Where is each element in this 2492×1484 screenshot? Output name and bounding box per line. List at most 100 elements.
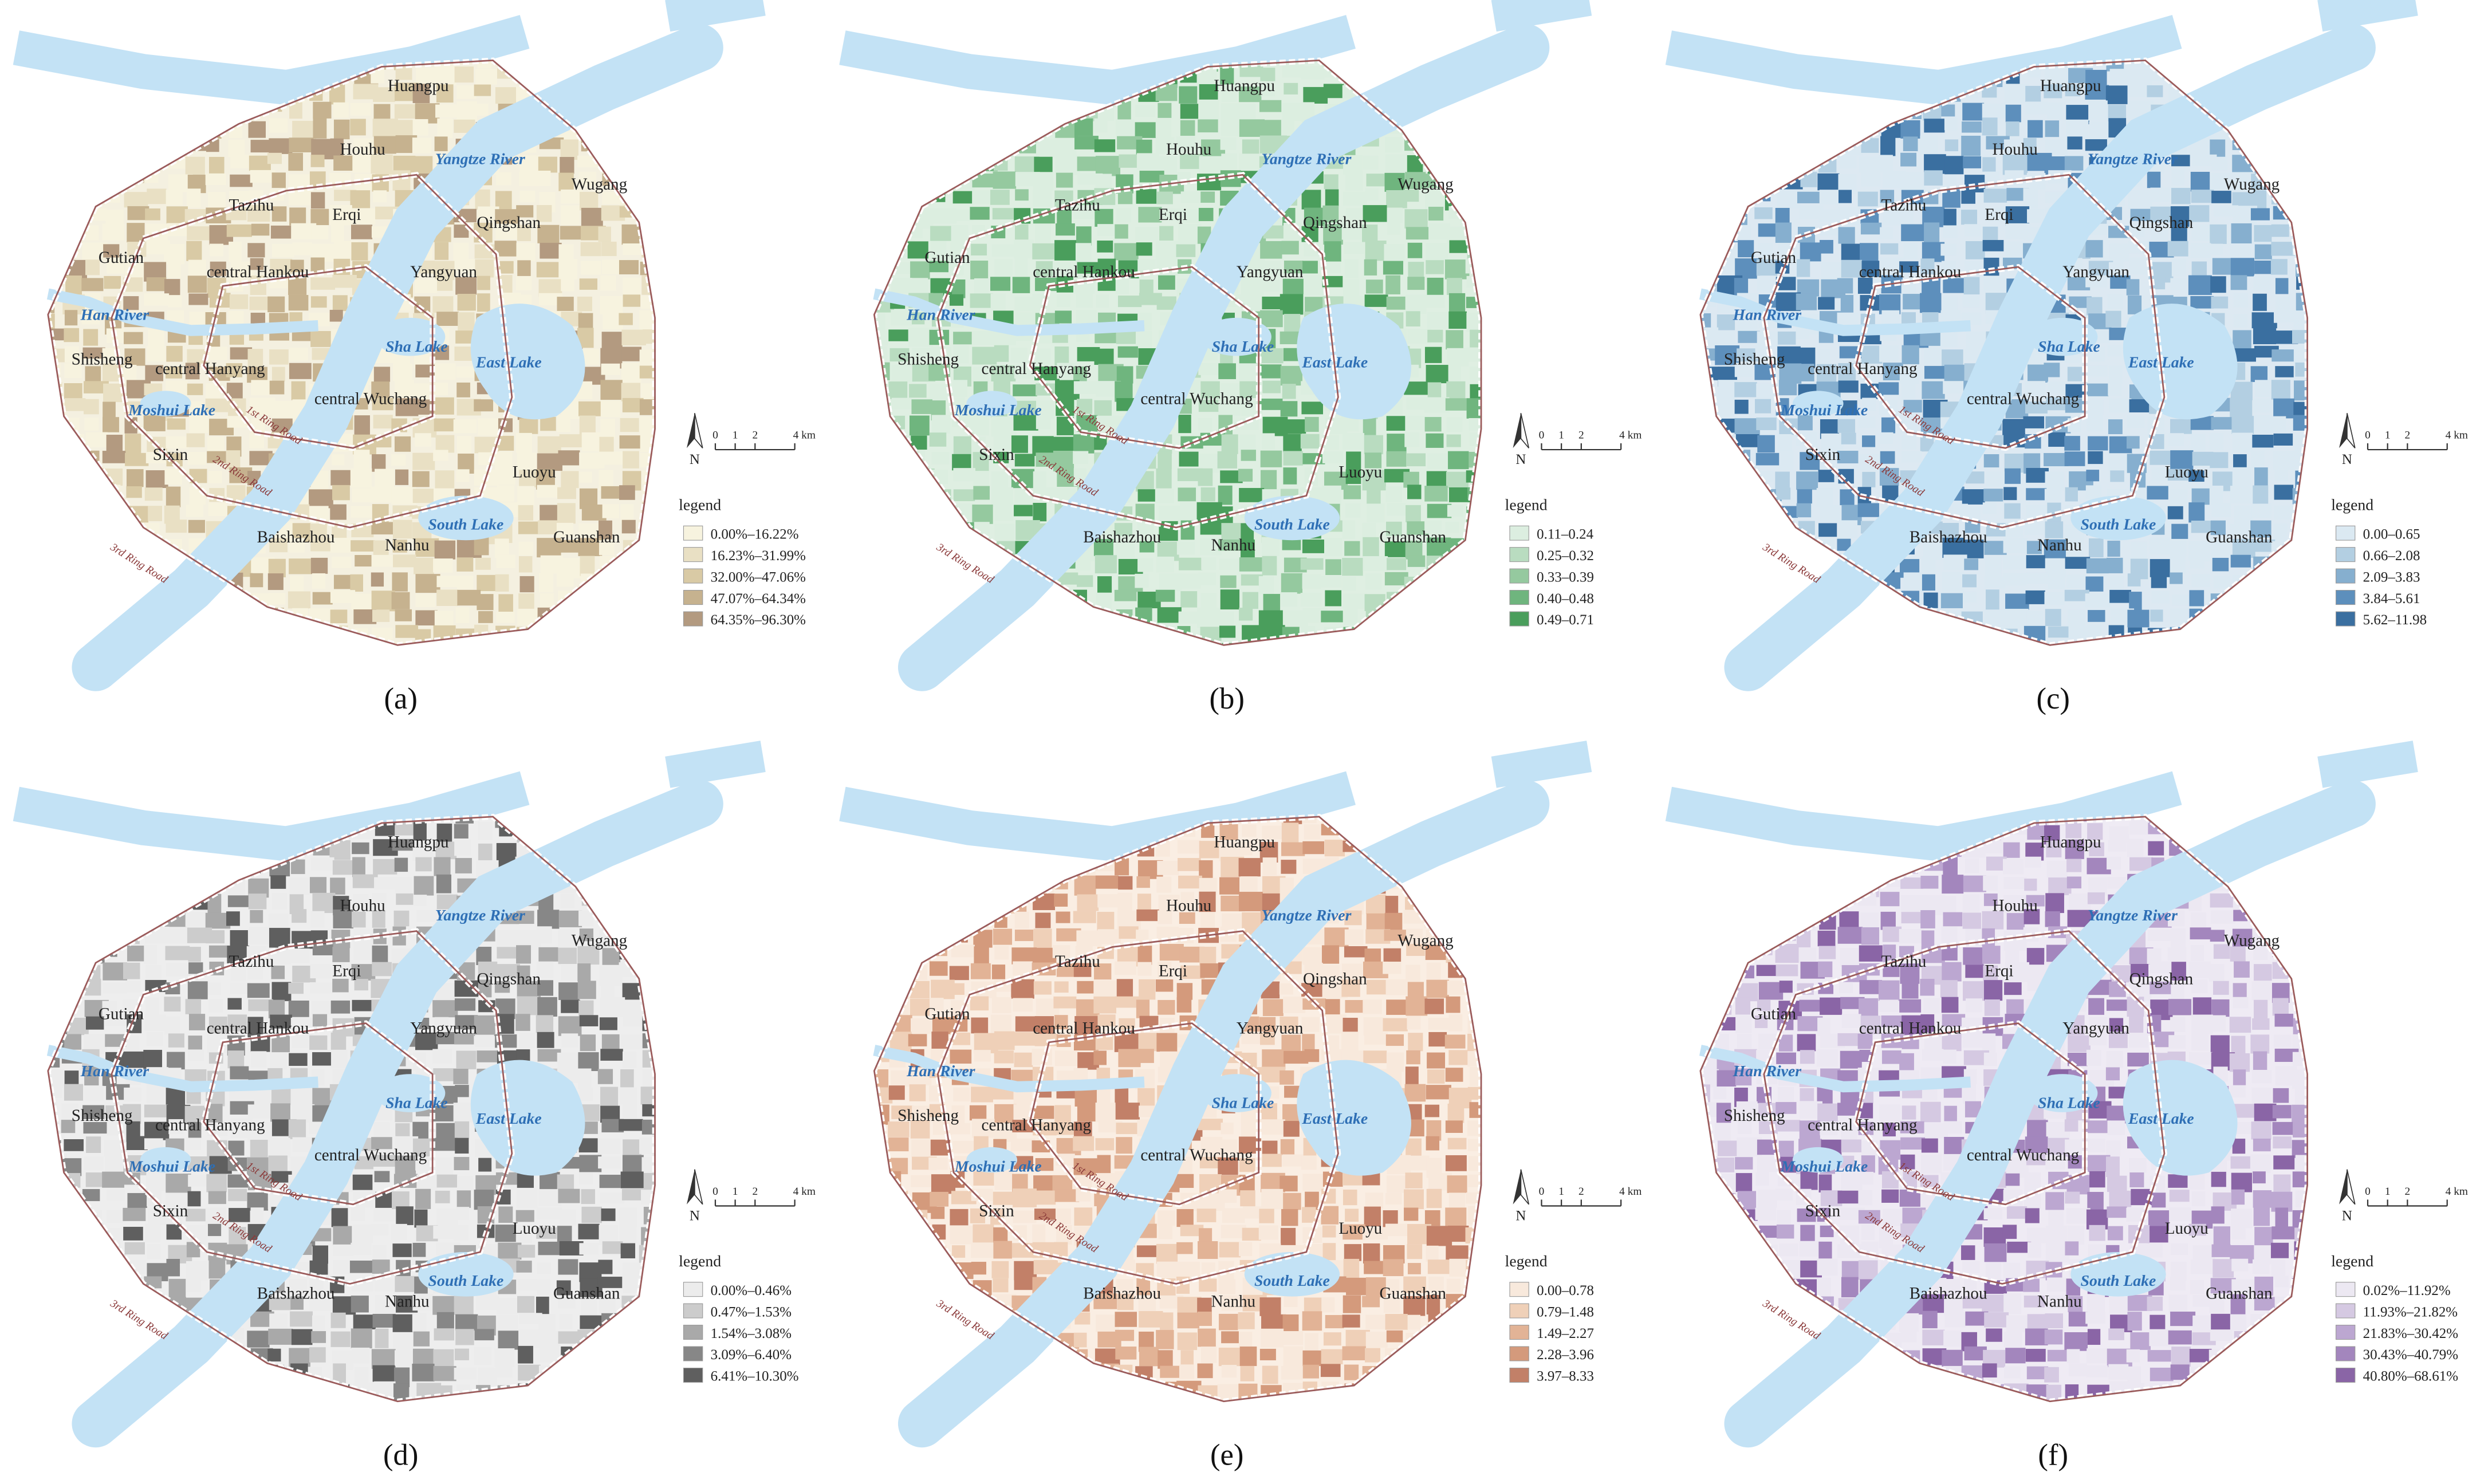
district bbox=[557, 503, 576, 524]
district bbox=[1903, 243, 1918, 259]
district bbox=[619, 485, 635, 500]
district bbox=[560, 139, 578, 160]
district bbox=[61, 453, 85, 469]
district bbox=[2027, 209, 2045, 223]
district bbox=[2003, 538, 2028, 553]
district bbox=[435, 841, 457, 860]
legend-swatch bbox=[683, 1282, 703, 1297]
district bbox=[166, 345, 183, 362]
district bbox=[577, 963, 591, 982]
district bbox=[1073, 434, 1095, 454]
district bbox=[125, 1329, 141, 1343]
district bbox=[249, 611, 266, 624]
district bbox=[599, 1175, 621, 1188]
district bbox=[2230, 524, 2253, 536]
district bbox=[2315, 118, 2340, 133]
district bbox=[310, 277, 336, 290]
district bbox=[581, 207, 603, 228]
district bbox=[663, 1001, 683, 1015]
district bbox=[558, 1259, 578, 1275]
district bbox=[1757, 573, 1774, 592]
district bbox=[1448, 293, 1466, 313]
district bbox=[312, 944, 333, 955]
district bbox=[48, 1262, 64, 1282]
district bbox=[226, 1383, 245, 1402]
district bbox=[908, 327, 933, 347]
district bbox=[351, 1242, 372, 1255]
scale-label: 0 bbox=[1539, 430, 1545, 442]
district bbox=[146, 103, 169, 119]
district bbox=[1470, 384, 1482, 399]
district bbox=[1363, 205, 1387, 222]
district bbox=[1446, 471, 1469, 489]
district bbox=[990, 277, 1011, 291]
district bbox=[2232, 642, 2253, 645]
district bbox=[81, 841, 95, 862]
district bbox=[1073, 625, 1091, 640]
district bbox=[205, 398, 229, 412]
district bbox=[2253, 190, 2267, 209]
district bbox=[1242, 592, 1259, 609]
district bbox=[1448, 451, 1469, 470]
district bbox=[1283, 434, 1302, 452]
district bbox=[2190, 434, 2206, 452]
district bbox=[1346, 451, 1361, 471]
map-label: Moshui Lake bbox=[1780, 401, 1868, 419]
district bbox=[2275, 366, 2294, 377]
map-label: central Wuchang bbox=[314, 390, 427, 408]
district bbox=[434, 540, 456, 560]
map-label: Nanhu bbox=[2037, 536, 2082, 554]
district bbox=[888, 329, 914, 341]
district bbox=[126, 122, 143, 139]
district bbox=[103, 417, 119, 432]
district bbox=[312, 1382, 327, 1398]
district bbox=[1424, 875, 1449, 890]
district bbox=[2025, 590, 2045, 604]
district bbox=[309, 1035, 328, 1050]
map-label: Luoyu bbox=[2165, 463, 2208, 481]
district bbox=[354, 415, 370, 435]
district bbox=[2151, 573, 2167, 588]
district bbox=[888, 520, 907, 541]
district bbox=[228, 627, 245, 644]
district bbox=[2292, 173, 2308, 191]
map-label: central Hanyang bbox=[1808, 360, 1918, 378]
district bbox=[1283, 467, 1297, 485]
district bbox=[1490, 136, 1511, 156]
district bbox=[1096, 628, 1116, 645]
legend-item: 0.40–0.48 bbox=[1537, 591, 1594, 607]
district bbox=[1282, 384, 1296, 399]
district bbox=[123, 1207, 146, 1221]
district bbox=[558, 947, 577, 965]
district bbox=[1407, 521, 1429, 535]
district bbox=[556, 522, 574, 537]
district bbox=[1117, 628, 1139, 641]
district bbox=[1857, 191, 1878, 207]
district bbox=[250, 910, 263, 923]
district bbox=[1983, 188, 2007, 203]
river bbox=[72, 23, 723, 691]
district bbox=[1305, 416, 1319, 432]
district bbox=[168, 261, 181, 278]
district bbox=[1076, 399, 1093, 414]
district bbox=[621, 519, 636, 534]
north-arrow bbox=[1513, 413, 1521, 448]
district bbox=[1734, 574, 1753, 586]
district bbox=[65, 275, 82, 296]
district bbox=[887, 909, 905, 926]
district bbox=[1467, 136, 1482, 148]
district bbox=[1260, 68, 1275, 81]
district bbox=[64, 873, 85, 891]
district bbox=[186, 433, 205, 447]
district bbox=[874, 86, 888, 100]
district bbox=[166, 963, 191, 977]
district bbox=[598, 226, 611, 242]
district bbox=[993, 121, 1007, 134]
district bbox=[1407, 982, 1424, 998]
district bbox=[1445, 913, 1460, 928]
district bbox=[953, 468, 975, 482]
district bbox=[1219, 877, 1240, 895]
map-label: Han River bbox=[906, 306, 975, 324]
district bbox=[289, 348, 308, 361]
district bbox=[874, 928, 889, 946]
